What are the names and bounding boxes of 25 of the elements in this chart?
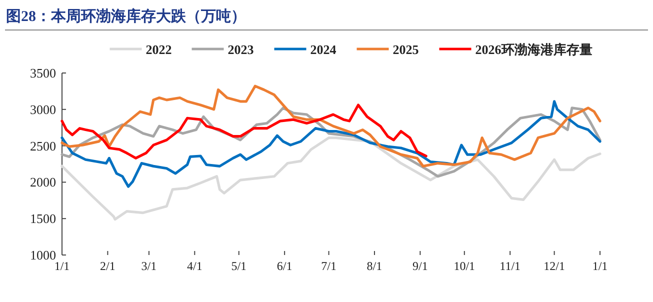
x-tick-label: 10/1: [454, 259, 476, 273]
legend-label: 2024: [310, 42, 337, 57]
y-tick-label: 3500: [30, 66, 56, 80]
y-tick-label: 1500: [30, 211, 56, 226]
x-tick-label: 12/1: [544, 259, 565, 273]
y-tick-label: 2500: [30, 138, 56, 154]
x-tick-label: 8/1: [366, 259, 382, 273]
title: 图28：本周环渤海库存大跌（万吨）: [6, 9, 246, 25]
x-tick-label: 1/1: [592, 259, 608, 273]
x-tick-label: 7/1: [321, 259, 336, 273]
x-tick-label: 5/1: [231, 259, 247, 273]
x-tick-label: 1/1: [54, 259, 70, 273]
x-tick-label: 2/1: [100, 259, 116, 273]
x-tick-label: 11/1: [500, 259, 521, 273]
y-tick-label: 1000: [30, 248, 56, 262]
x-tick-label: 9/1: [412, 259, 428, 273]
legend-label: 2025: [392, 42, 420, 57]
legend-label: 2023: [228, 42, 254, 57]
legend-label: 2022: [146, 42, 172, 57]
y-tick-label: 2000: [30, 174, 56, 190]
x-tick-label: 3/1: [141, 259, 157, 273]
legend-label: 2026环渤海港库存量: [475, 42, 592, 57]
x-tick-label: 4/1: [186, 259, 202, 273]
y-tick-label: 3000: [30, 102, 56, 117]
x-tick-label: 6/1: [276, 259, 292, 273]
